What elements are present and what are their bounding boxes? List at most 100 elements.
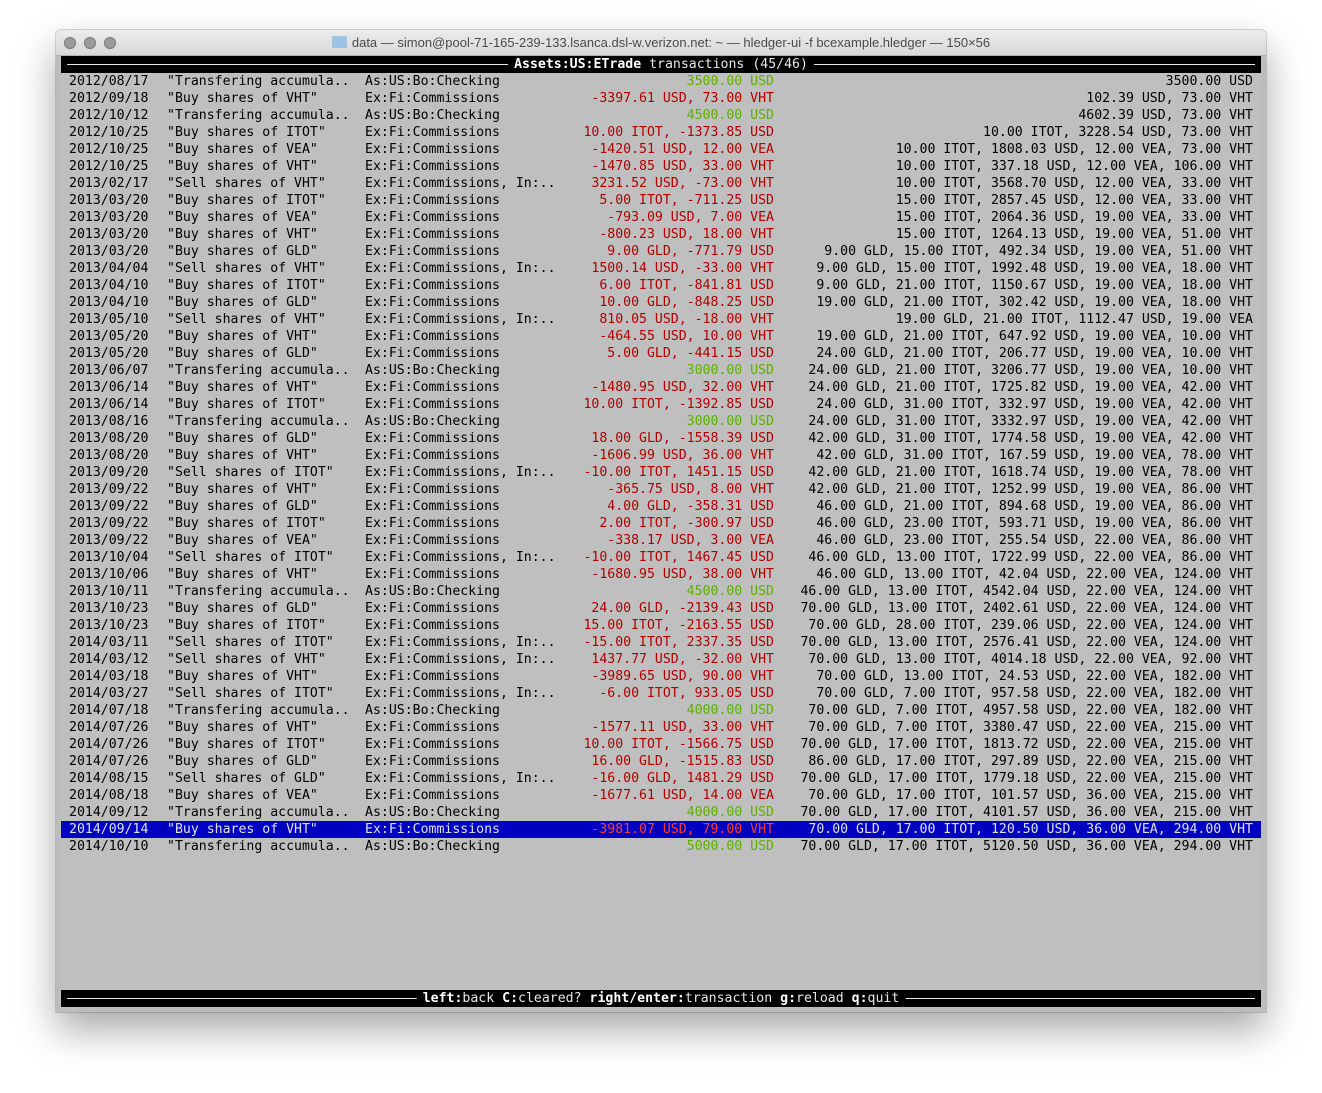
cell-account: Ex:Fi:Commissions [365, 567, 500, 582]
key-label: C [502, 991, 511, 1006]
transaction-row[interactable]: 2012/10/25 "Buy shares of ITOT" Ex:Fi:Comm… [61, 124, 1261, 141]
transaction-row[interactable]: 2014/03/27 "Sell shares of ITOT" Ex:Fi:Com… [61, 685, 1261, 702]
transaction-row[interactable]: 2013/03/20 "Buy shares of VHT" Ex:Fi:Commi… [61, 226, 1261, 243]
transaction-row[interactable]: 2013/06/07 "Transfering accumula.. As:US:B… [61, 362, 1261, 379]
transaction-row[interactable]: 2013/06/14 "Buy shares of ITOT" Ex:Fi:Comm… [61, 396, 1261, 413]
cell-change: -1480.95 USD, 32.00 VHT [591, 380, 774, 395]
cell-balance: 10.00 ITOT, 3228.54 USD, 73.00 VHT [983, 125, 1253, 140]
transaction-row[interactable]: 2013/06/14 "Buy shares of VHT" Ex:Fi:Commi… [61, 379, 1261, 396]
cell-account: Ex:Fi:Commissions [365, 516, 500, 531]
transaction-row[interactable]: 2013/10/11 "Transfering accumula.. As:US:B… [61, 583, 1261, 600]
cell-desc: "Transfering accumula.. [167, 703, 350, 718]
cell-desc: "Transfering accumula.. [167, 839, 350, 854]
transaction-row[interactable]: 2014/03/11 "Sell shares of ITOT" Ex:Fi:Com… [61, 634, 1261, 651]
transaction-row[interactable]: 2012/10/25 "Buy shares of VHT" Ex:Fi:Commi… [61, 158, 1261, 175]
cell-balance: 46.00 GLD, 13.00 ITOT, 42.04 USD, 22.00 … [816, 567, 1253, 582]
cell-date: 2014/03/18 [69, 669, 149, 684]
cell-change: -1677.61 USD, 14.00 VEA [591, 788, 774, 803]
transaction-row[interactable]: 2012/10/12 "Transfering accumula.. As:US:B… [61, 107, 1261, 124]
transaction-row[interactable]: 2014/10/10 "Transfering accumula.. As:US:B… [61, 838, 1261, 855]
transaction-row[interactable]: 2013/03/20 "Buy shares of GLD" Ex:Fi:Commi… [61, 243, 1261, 260]
transaction-row[interactable]: 2013/10/23 "Buy shares of GLD" Ex:Fi:Commi… [61, 600, 1261, 617]
close-button[interactable] [64, 37, 76, 49]
transaction-row[interactable]: 2013/09/20 "Sell shares of ITOT" Ex:Fi:Com… [61, 464, 1261, 481]
cell-balance: 10.00 ITOT, 3568.70 USD, 12.00 VEA, 33.0… [895, 176, 1253, 191]
cell-desc: "Sell shares of ITOT" [167, 635, 334, 650]
transaction-row[interactable]: 2013/05/20 "Buy shares of GLD" Ex:Fi:Commi… [61, 345, 1261, 362]
transaction-row[interactable]: 2013/09/22 "Buy shares of VEA" Ex:Fi:Commi… [61, 532, 1261, 549]
transaction-row[interactable]: 2013/10/06 "Buy shares of VHT" Ex:Fi:Commi… [61, 566, 1261, 583]
cell-account: Ex:Fi:Commissions [365, 618, 500, 633]
transaction-row[interactable]: 2012/08/17 "Transfering accumula.. As:US:B… [61, 73, 1261, 90]
cell-date: 2013/03/20 [69, 210, 149, 225]
cell-date: 2014/07/26 [69, 720, 149, 735]
cell-change: -3989.65 USD, 90.00 VHT [591, 669, 774, 684]
transaction-row[interactable]: 2013/03/20 "Buy shares of VEA" Ex:Fi:Commi… [61, 209, 1261, 226]
cell-account: Ex:Fi:Commissions [365, 210, 500, 225]
cell-account: Ex:Fi:Commissions [365, 193, 500, 208]
transaction-row[interactable]: 2013/10/23 "Buy shares of ITOT" Ex:Fi:Comm… [61, 617, 1261, 634]
cell-account: Ex:Fi:Commissions [365, 737, 500, 752]
key-action: back [462, 991, 495, 1006]
transaction-row[interactable]: 2014/08/15 "Sell shares of GLD" Ex:Fi:Comm… [61, 770, 1261, 787]
transaction-row[interactable]: 2012/09/18 "Buy shares of VHT" Ex:Fi:Commi… [61, 90, 1261, 107]
cell-account: Ex:Fi:Commissions [365, 448, 500, 463]
cell-desc: "Buy shares of ITOT" [167, 618, 326, 633]
transaction-row[interactable]: 2014/03/12 "Sell shares of VHT" Ex:Fi:Comm… [61, 651, 1261, 668]
transaction-row[interactable]: 2013/05/20 "Buy shares of VHT" Ex:Fi:Commi… [61, 328, 1261, 345]
cell-change: 5.00 GLD, -441.15 USD [607, 346, 774, 361]
transaction-row[interactable]: 2013/02/17 "Sell shares of VHT" Ex:Fi:Comm… [61, 175, 1261, 192]
cell-change: -1470.85 USD, 33.00 VHT [591, 159, 774, 174]
cell-change: 9.00 GLD, -771.79 USD [607, 244, 774, 259]
key-label: g [780, 991, 789, 1006]
transaction-row[interactable]: 2014/09/12 "Transfering accumula.. As:US:B… [61, 804, 1261, 821]
transaction-row[interactable]: 2014/07/26 "Buy shares of GLD" Ex:Fi:Commi… [61, 753, 1261, 770]
folder-icon [331, 36, 347, 48]
transaction-row[interactable]: 2013/04/10 "Buy shares of GLD" Ex:Fi:Commi… [61, 294, 1261, 311]
transaction-row[interactable]: 2014/07/26 "Buy shares of VHT" Ex:Fi:Commi… [61, 719, 1261, 736]
transaction-row[interactable]: 2013/08/16 "Transfering accumula.. As:US:B… [61, 413, 1261, 430]
transaction-row[interactable]: 2014/08/18 "Buy shares of VEA" Ex:Fi:Commi… [61, 787, 1261, 804]
cell-balance: 42.00 GLD, 31.00 ITOT, 1774.58 USD, 19.0… [808, 431, 1253, 446]
transaction-row[interactable]: 2013/08/20 "Buy shares of GLD" Ex:Fi:Commi… [61, 430, 1261, 447]
cell-balance: 9.00 GLD, 15.00 ITOT, 1992.48 USD, 19.00… [816, 261, 1253, 276]
transaction-row[interactable]: 2014/07/26 "Buy shares of ITOT" Ex:Fi:Comm… [61, 736, 1261, 753]
cell-account: Ex:Fi:Commissions [365, 788, 500, 803]
transaction-row[interactable]: 2014/07/18 "Transfering accumula.. As:US:B… [61, 702, 1261, 719]
terminal[interactable]: Assets:US:ETrade transactions (45/46) 20… [61, 56, 1261, 1008]
transaction-row[interactable]: 2014/03/18 "Buy shares of VHT" Ex:Fi:Commi… [61, 668, 1261, 685]
transaction-row[interactable]: 2013/09/22 "Buy shares of ITOT" Ex:Fi:Comm… [61, 515, 1261, 532]
cell-account: Ex:Fi:Commissions, In:.. [365, 176, 556, 191]
cell-desc: "Transfering accumula.. [167, 584, 350, 599]
cell-account: Ex:Fi:Commissions [365, 125, 500, 140]
account-name: Assets:US:ETrade [514, 57, 642, 72]
cell-date: 2014/08/15 [69, 771, 149, 786]
cell-change: 24.00 GLD, -2139.43 USD [591, 601, 774, 616]
transaction-row[interactable]: 2013/03/20 "Buy shares of ITOT" Ex:Fi:Comm… [61, 192, 1261, 209]
transaction-row[interactable]: 2013/04/10 "Buy shares of ITOT" Ex:Fi:Comm… [61, 277, 1261, 294]
cell-balance: 46.00 GLD, 23.00 ITOT, 255.54 USD, 22.00… [816, 533, 1253, 548]
cell-balance: 9.00 GLD, 21.00 ITOT, 1150.67 USD, 19.00… [816, 278, 1253, 293]
cell-desc: "Buy shares of ITOT" [167, 397, 326, 412]
transaction-row[interactable]: 2012/10/25 "Buy shares of VEA" Ex:Fi:Commi… [61, 141, 1261, 158]
cell-account: Ex:Fi:Commissions, In:.. [365, 635, 556, 650]
cell-balance: 70.00 GLD, 17.00 ITOT, 4101.57 USD, 36.0… [800, 805, 1253, 820]
transaction-row[interactable]: 2013/08/20 "Buy shares of VHT" Ex:Fi:Commi… [61, 447, 1261, 464]
cell-change: 4000.00 USD [686, 805, 774, 820]
cell-balance: 4602.39 USD, 73.00 VHT [1078, 108, 1253, 123]
cell-account: Ex:Fi:Commissions [365, 397, 500, 412]
cell-desc: "Buy shares of VHT" [167, 482, 318, 497]
minimize-button[interactable] [84, 37, 96, 49]
transaction-row[interactable]: 2013/10/04 "Sell shares of ITOT" Ex:Fi:Com… [61, 549, 1261, 566]
transaction-row[interactable]: 2014/09/14 "Buy shares of VHT" Ex:Fi:Commi… [61, 821, 1261, 838]
cell-desc: "Buy shares of VEA" [167, 210, 318, 225]
transaction-row[interactable]: 2013/05/10 "Sell shares of VHT" Ex:Fi:Comm… [61, 311, 1261, 328]
cell-date: 2013/03/20 [69, 244, 149, 259]
cell-account: Ex:Fi:Commissions [365, 159, 500, 174]
zoom-button[interactable] [104, 37, 116, 49]
transaction-row[interactable]: 2013/09/22 "Buy shares of GLD" Ex:Fi:Commi… [61, 498, 1261, 515]
transaction-row[interactable]: 2013/09/22 "Buy shares of VHT" Ex:Fi:Commi… [61, 481, 1261, 498]
transaction-row[interactable]: 2013/04/04 "Sell shares of VHT" Ex:Fi:Comm… [61, 260, 1261, 277]
cell-account: Ex:Fi:Commissions [365, 669, 500, 684]
key-label: left [422, 991, 455, 1006]
